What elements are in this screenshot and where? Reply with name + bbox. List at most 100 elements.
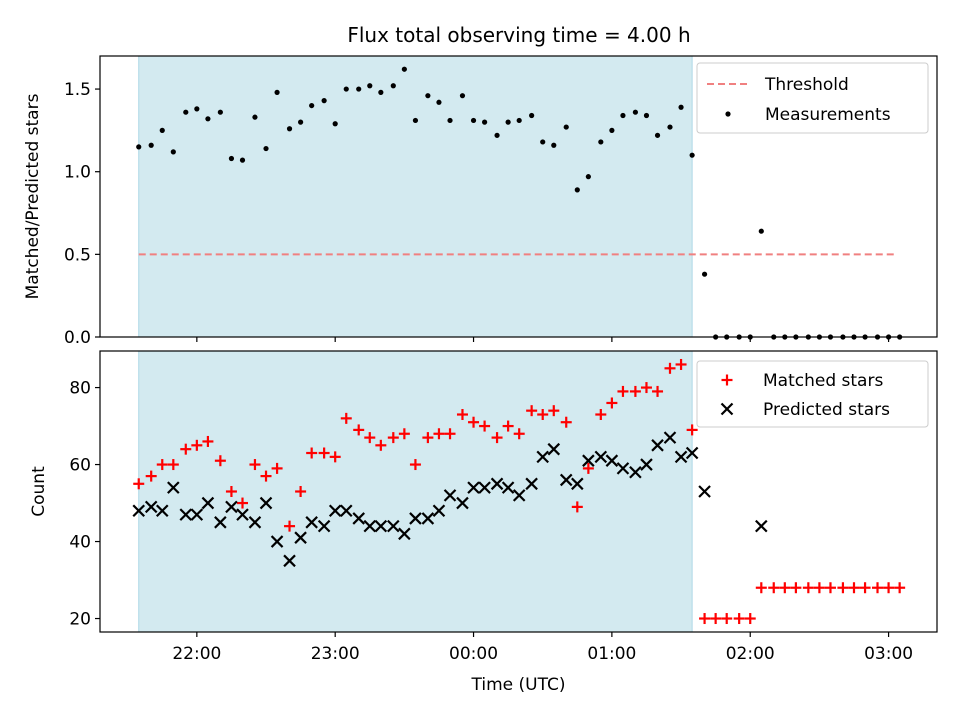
bottom-axis-ticks: 22:00 23:00 00:00 01:00 02:00 03:00 20 40 60 80 <box>69 379 913 664</box>
predicted-star-point <box>190 508 204 521</box>
matched-star-point <box>859 582 871 594</box>
predicted-star-point <box>674 450 688 464</box>
predicted-star-point <box>478 481 491 494</box>
matched-star-point <box>156 459 168 471</box>
predicted-star-point <box>363 519 377 533</box>
predicted-star-point <box>629 465 642 479</box>
predicted-star-point <box>651 439 664 452</box>
measurement-point <box>758 228 764 234</box>
measurement-point <box>470 117 477 124</box>
legend-predicted-swatch <box>720 402 734 416</box>
predicted-star-point <box>616 462 630 475</box>
matched-star-point <box>790 582 802 594</box>
matched-star-point <box>629 385 641 397</box>
measurement-point <box>343 86 349 92</box>
matched-star-point <box>548 405 560 417</box>
predicted-star-point <box>409 512 422 525</box>
x-tick-label: 23:00 <box>311 644 360 664</box>
top-axis-ticks: 0.0 0.5 1.0 1.5 <box>64 80 890 348</box>
predicted-star-point <box>214 516 227 529</box>
matched-star-point <box>422 432 434 444</box>
predicted-star-point <box>167 481 180 494</box>
measurement-point <box>678 104 684 110</box>
predicted-star-point <box>571 477 584 491</box>
measurement-point <box>332 121 338 127</box>
measurement-point <box>217 109 223 115</box>
matched-star-point <box>824 582 836 594</box>
matched-star-point <box>353 424 365 436</box>
bottom-legend: Matched stars Predicted stars <box>696 360 929 428</box>
predicted-star-point <box>179 508 193 521</box>
matched-star-point <box>375 439 387 451</box>
legend-plus-marker <box>721 374 733 386</box>
measurement-point <box>654 132 661 138</box>
matched-star-point <box>779 582 791 594</box>
matched-star-point <box>271 462 283 474</box>
predicted-star-point <box>155 504 169 518</box>
measurement-point <box>529 112 535 119</box>
measurement-point <box>447 117 453 124</box>
predicted-star-point <box>536 450 549 464</box>
matched-star-point <box>710 613 722 625</box>
measurement-point <box>609 127 615 133</box>
measurement-point <box>551 142 557 148</box>
legend-matched-swatch <box>721 374 733 386</box>
measurement-point <box>367 83 373 89</box>
measurement-point <box>309 102 315 109</box>
x-tick-label: 02:00 <box>726 644 775 664</box>
predicted-star-point <box>582 454 595 467</box>
predicted-star-point <box>490 477 504 491</box>
matched-star-point <box>617 385 629 397</box>
y-tick-label: 0.0 <box>64 328 91 348</box>
matched-star-point <box>340 412 352 424</box>
matched-star-point <box>721 613 733 625</box>
matched-star-point <box>398 428 410 440</box>
measurement-point <box>298 119 304 125</box>
predicted-star-point <box>594 450 608 464</box>
measurement-point <box>585 174 591 180</box>
matched-star-point <box>502 420 514 432</box>
legend-measurements-label: Measurements <box>765 105 891 125</box>
matched-star-point <box>755 582 767 594</box>
measurement-point <box>194 106 200 112</box>
measurement-point <box>274 89 280 95</box>
matched-star-point <box>560 416 572 428</box>
matched-star-point <box>329 451 341 463</box>
count-panel: 22:00 23:00 00:00 01:00 02:00 03:00 20 40 60 80 C… <box>29 350 938 695</box>
predicted-star-point <box>259 496 273 510</box>
matched-star-point <box>364 432 376 444</box>
y-tick-label: 1.0 <box>64 163 91 183</box>
predicted-star-point <box>605 454 619 467</box>
predicted-star-point <box>352 512 365 525</box>
predicted-star-point <box>525 477 538 491</box>
measurement-point <box>412 117 419 124</box>
measurement-point <box>205 116 211 122</box>
matched-star-point <box>513 428 525 440</box>
matched-star-point <box>133 478 145 490</box>
measurement-point <box>239 157 246 163</box>
top-panel-frame <box>99 55 938 338</box>
measurement-point <box>159 127 165 133</box>
matched-star-point <box>249 459 261 471</box>
top-legend-box <box>696 62 929 134</box>
predicted-star-point <box>270 535 284 548</box>
measurement-point <box>494 132 500 138</box>
legend-threshold-label: Threshold <box>764 75 849 95</box>
predicted-star-point <box>132 504 146 518</box>
measurement-point <box>378 89 384 95</box>
matched-star-point <box>768 582 780 594</box>
measurement-point <box>425 93 431 99</box>
matched-star-point <box>883 582 895 594</box>
x-tick-label: 01:00 <box>587 644 636 664</box>
predicted-star-point <box>317 519 331 533</box>
matched-star-point <box>456 409 468 421</box>
predicted-star-point <box>144 500 158 514</box>
measurement-point <box>516 117 522 124</box>
y-tick-label: 20 <box>69 610 91 630</box>
predicted-star-point <box>467 481 480 494</box>
observing-window-shade <box>138 55 693 338</box>
measurement-point <box>436 99 442 105</box>
measurement-point <box>390 83 396 89</box>
matched-star-point <box>387 432 399 444</box>
measurement-point <box>459 93 466 99</box>
